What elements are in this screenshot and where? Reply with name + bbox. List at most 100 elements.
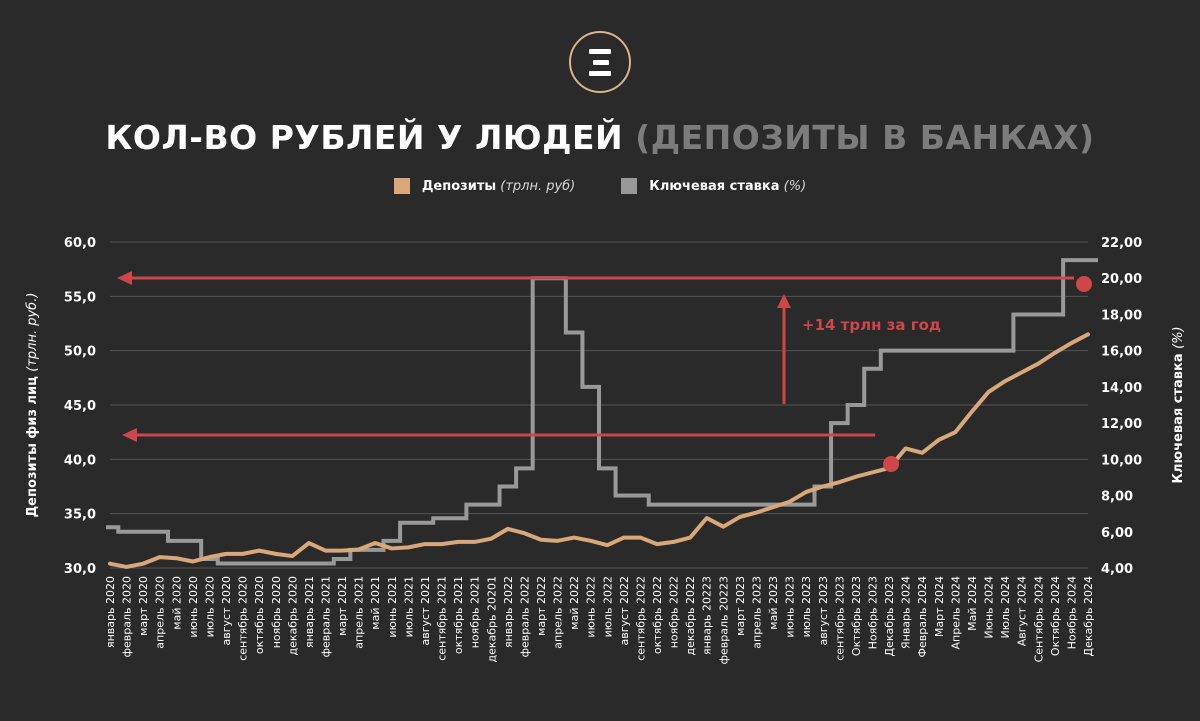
x-tick-label: Ноябрь 2024 (1065, 576, 1078, 649)
left-axis-title-label: Депозиты физ лиц (25, 372, 40, 518)
legend-item-deposits: Депозиты (трлн. руб) (393, 178, 576, 194)
x-tick-label: октябрь 2020 (253, 576, 266, 654)
title-sub: (ДЕПОЗИТЫ В БАНКАХ) (635, 118, 1095, 157)
logo-bar-bottom (589, 71, 611, 76)
x-tick-label: июнь 2021 (386, 576, 399, 638)
x-tick-label: июнь 2020 (187, 576, 200, 638)
x-tick-label: февраль 2020 (121, 576, 134, 657)
deposit-marker-end (1076, 276, 1092, 292)
x-tick-label: февраль 2021 (319, 576, 332, 657)
right-tick-label: 22,00 (1101, 236, 1142, 251)
brand-logo (569, 31, 631, 93)
x-tick-label: Ноябрь 2023 (867, 576, 880, 649)
x-tick-label: август 2020 (220, 576, 233, 645)
series-key-rate-line (106, 258, 1098, 566)
left-tick-label: 35,0 (64, 508, 96, 523)
right-tick-label: 12,00 (1101, 417, 1142, 432)
left-tick-label: 45,0 (64, 399, 96, 414)
title-main: КОЛ-ВО РУБЛЕЙ У ЛЮДЕЙ (105, 118, 624, 157)
right-tick-label: 18,00 (1101, 308, 1142, 323)
x-tick-label: июнь 2023 (784, 576, 797, 638)
x-tick-label: май 2020 (170, 576, 183, 630)
x-tick-label: март 2023 (734, 576, 747, 636)
x-tick-label: апрель 2021 (353, 576, 366, 649)
x-tick-label: июнь 2022 (585, 576, 598, 638)
x-tick-label: февраль 20223 (717, 576, 730, 664)
x-tick-label: март 2021 (336, 576, 349, 636)
arrow-vertical-head (777, 294, 791, 308)
legend-item-key-rate: Ключевая ставка (%) (621, 178, 806, 194)
annotation-text: +14 трлн за год (802, 316, 941, 334)
x-tick-label: декабрь 2020 (286, 576, 299, 656)
x-tick-label: ноябрь 2022 (668, 576, 681, 648)
x-tick-label: сентябрь 2023 (833, 576, 846, 661)
x-tick-label: апрель 2020 (154, 576, 167, 649)
legend-swatch-deposits (393, 178, 410, 194)
left-axis-title: Депозиты физ лиц (трлн. руб.) (25, 293, 40, 518)
x-tick-label: октябрь 2021 (452, 576, 465, 654)
left-tick-label: 55,0 (64, 290, 96, 305)
legend-unit-deposits: (трлн. руб) (500, 178, 576, 194)
x-tick-label: апрель 2022 (552, 576, 565, 649)
x-tick-label: май 2022 (568, 576, 581, 630)
x-tick-label: ноябрь 2020 (270, 576, 283, 648)
right-tick-label: 4,00 (1101, 562, 1133, 577)
x-tick-label: ноябрь 2021 (469, 576, 482, 648)
legend-label-key-rate: Ключевая ставка (649, 178, 780, 194)
x-tick-label: Декабрь 2024 (1082, 576, 1095, 657)
x-tick-label: июль 2020 (203, 576, 216, 637)
x-tick-label: июль 2021 (402, 576, 415, 637)
arrow-upper-head (117, 271, 132, 285)
chart-legend: Депозиты (трлн. руб) Ключевая ставка (%) (0, 178, 1200, 194)
x-tick-label: сентябрь 2021 (436, 576, 449, 661)
right-axis-title-label: Ключевая ставка (1171, 349, 1186, 484)
logo-bar-top (589, 49, 611, 54)
x-tick-label: сентябрь 2022 (634, 576, 647, 661)
x-tick-label: май 2023 (767, 576, 780, 630)
right-tick-label: 14,00 (1101, 381, 1142, 396)
right-tick-label: 10,00 (1101, 453, 1142, 468)
x-tick-label: август 2022 (618, 576, 631, 645)
left-tick-label: 40,0 (64, 453, 96, 468)
right-axis-title: Ключевая ставка (%) (1171, 326, 1186, 483)
x-tick-label: февраль 2022 (518, 576, 531, 657)
x-tick-label: Март 2024 (933, 576, 946, 637)
legend-label-deposits: Депозиты (421, 178, 497, 194)
x-tick-label: Апрель 2024 (949, 576, 962, 649)
x-tick-label: январь 2020 (104, 576, 117, 648)
x-tick-label: август 2023 (817, 576, 830, 645)
x-tick-label: август 2021 (419, 576, 432, 645)
left-tick-label: 60,0 (64, 236, 96, 251)
x-tick-label: Июнь 2024 (983, 576, 996, 639)
x-tick-label: Август 2024 (1016, 576, 1029, 646)
x-tick-label: январь 2021 (303, 576, 316, 648)
x-tick-label: Октябрь 2024 (1049, 576, 1062, 656)
right-tick-label: 8,00 (1101, 490, 1133, 505)
x-tick-label: Июль 2024 (999, 576, 1012, 639)
arrow-lower-head (122, 428, 137, 442)
x-tick-label: декабрь 20201 (485, 576, 498, 663)
left-axis-title-unit: (трлн. руб.) (25, 293, 40, 372)
x-tick-label: июль 2022 (601, 576, 614, 637)
right-tick-label: 20,00 (1101, 272, 1142, 287)
deposit-marker-start (883, 456, 900, 473)
x-tick-label: март 2020 (137, 576, 150, 636)
legend-unit-key-rate: (%) (783, 178, 807, 194)
x-tick-label: декабрь 2022 (684, 576, 697, 656)
x-tick-label: июль 2023 (800, 576, 813, 637)
x-tick-label: январь 2022 (502, 576, 515, 648)
x-tick-label: Декабрь 2023 (883, 576, 896, 657)
x-tick-label: апрель 2023 (750, 576, 763, 649)
x-tick-label: май 2021 (369, 576, 382, 630)
x-tick-label: январь 20223 (701, 576, 714, 655)
legend-swatch-key-rate (621, 178, 638, 194)
x-tick-label: Май 2024 (966, 576, 979, 631)
x-tick-label: октябрь 2022 (651, 576, 664, 654)
left-tick-label: 50,0 (64, 345, 96, 360)
left-tick-label: 30,0 (64, 562, 96, 577)
right-axis-title-unit: (%) (1171, 326, 1186, 349)
right-tick-label: 6,00 (1101, 526, 1133, 541)
x-tick-label: Февраль 2024 (916, 576, 929, 657)
right-tick-label: 16,00 (1101, 345, 1142, 360)
